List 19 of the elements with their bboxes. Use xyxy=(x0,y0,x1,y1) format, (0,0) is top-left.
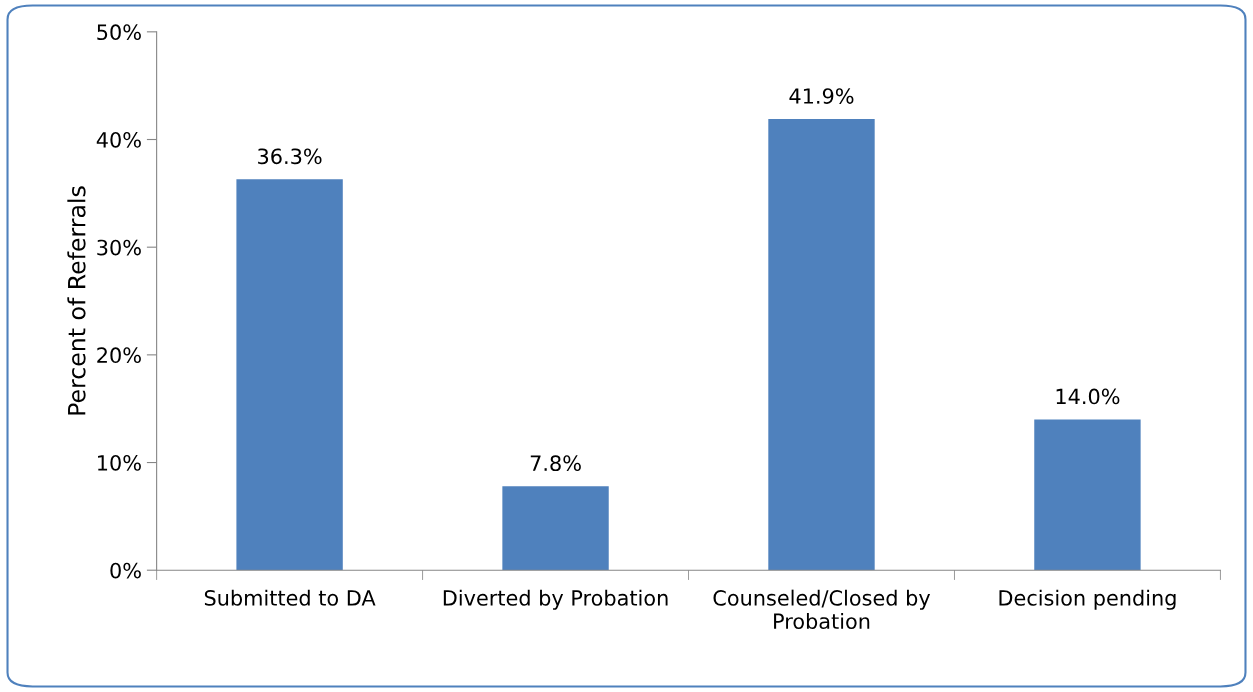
data-label: 36.3% xyxy=(258,148,322,165)
x-tick-label: Decision pending xyxy=(999,589,1176,610)
y-tick-label: 40% xyxy=(96,131,141,148)
y-tick-label: 30% xyxy=(97,239,141,256)
y-tick-label: 20% xyxy=(97,347,141,364)
y-tick-label: 0% xyxy=(110,562,141,579)
data-label: 7.8% xyxy=(530,455,581,472)
bar xyxy=(502,486,609,571)
bar xyxy=(1034,419,1141,571)
x-tick-label: Submitted to DA xyxy=(204,589,376,606)
x-tick-label: Counseled/Closed by Probation xyxy=(713,589,931,630)
data-label: 14.0% xyxy=(1056,388,1120,405)
bar xyxy=(768,119,875,571)
x-tick-label: Diverted by Probation xyxy=(443,589,668,610)
data-label: 41.9% xyxy=(789,88,854,104)
bar xyxy=(236,179,343,571)
y-axis-title: Percent of Referrals xyxy=(67,186,86,415)
y-tick-label: 50% xyxy=(97,24,141,41)
y-tick-label: 10% xyxy=(98,454,141,471)
